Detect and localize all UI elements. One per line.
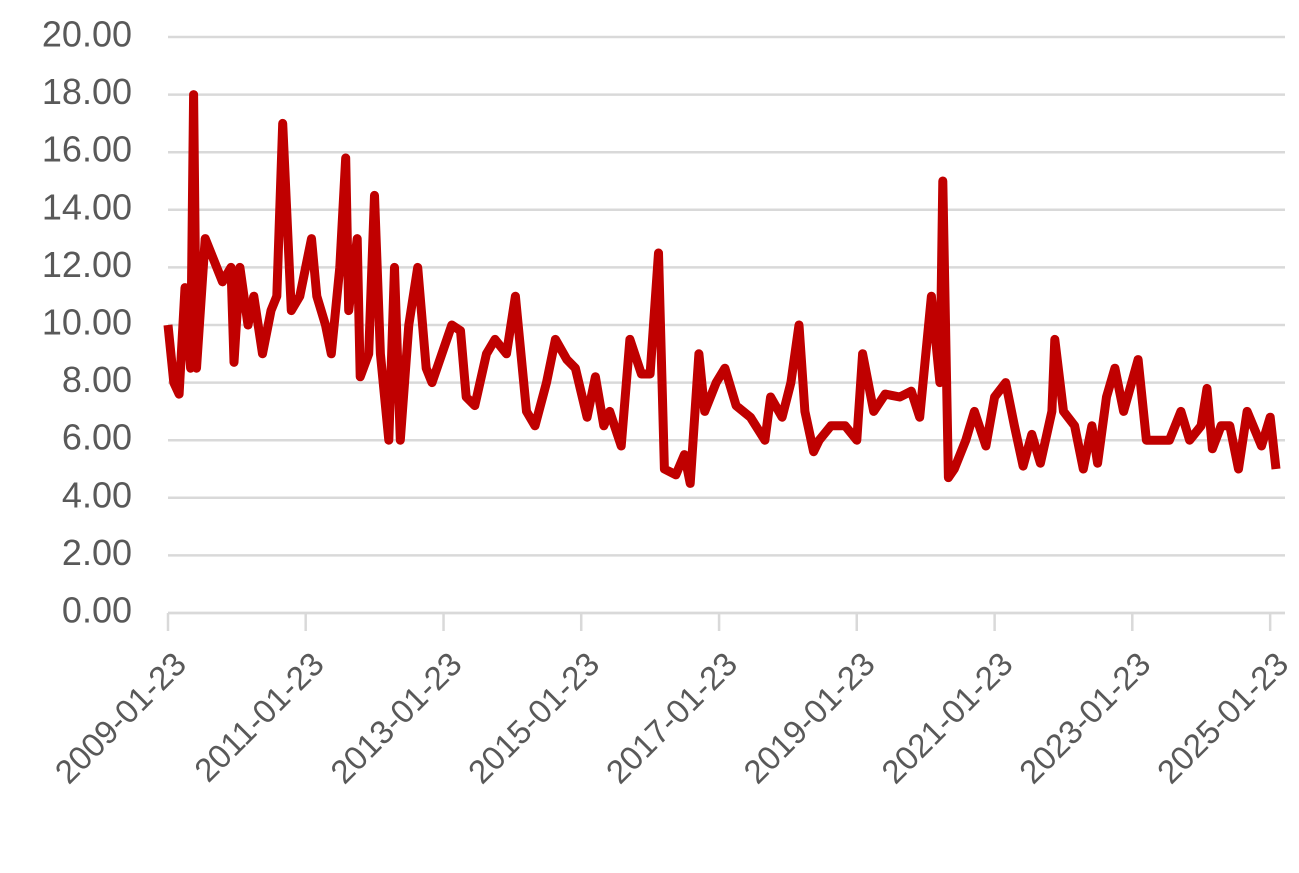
x-tick-label: 2023-01-23 (1012, 645, 1158, 791)
y-tick-label: 8.00 (62, 359, 132, 400)
y-tick-label: 2.00 (62, 532, 132, 573)
x-tick-label: 2011-01-23 (187, 645, 331, 789)
x-tick-label: 2013-01-23 (323, 645, 469, 791)
x-tick-label: 2019-01-23 (736, 645, 882, 791)
y-tick-label: 20.00 (42, 14, 132, 55)
data-line (163, 90, 1281, 488)
x-tick-label: 2009-01-23 (48, 645, 194, 791)
x-tick-label: 2017-01-23 (599, 645, 745, 791)
y-tick-label: 12.00 (42, 244, 132, 285)
x-tick-label: 2021-01-23 (874, 645, 1020, 791)
y-tick-label: 14.00 (42, 186, 132, 227)
y-tick-label: 4.00 (62, 474, 132, 515)
x-tick-label: 2025-01-23 (1150, 645, 1296, 791)
y-tick-label: 0.00 (62, 590, 132, 631)
y-tick-label: 6.00 (62, 417, 132, 458)
x-tick-label: 2015-01-23 (461, 645, 607, 791)
y-tick-label: 16.00 (42, 129, 132, 170)
y-tick-label: 10.00 (42, 302, 132, 343)
y-tick-label: 18.00 (42, 71, 132, 112)
